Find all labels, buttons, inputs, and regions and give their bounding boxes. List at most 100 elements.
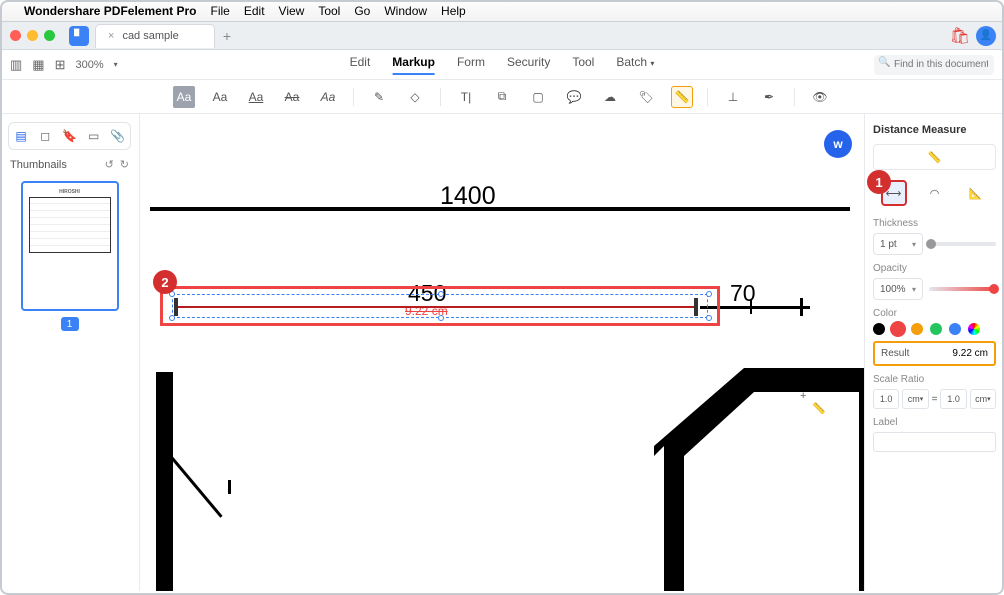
- strikethrough-icon[interactable]: Aa: [281, 86, 303, 108]
- rotate-left-icon[interactable]: ↺: [105, 158, 114, 171]
- app-name[interactable]: Wondershare PDFelement Pro: [24, 4, 197, 18]
- scale-to-value[interactable]: 1.0: [940, 389, 966, 409]
- door-jamb: [228, 480, 231, 494]
- menu-help[interactable]: Help: [441, 4, 466, 18]
- thickness-slider[interactable]: [929, 242, 996, 246]
- visibility-icon[interactable]: 👁: [809, 86, 831, 108]
- rotate-right-icon[interactable]: ↻: [120, 158, 129, 171]
- menu-file[interactable]: File: [211, 4, 230, 18]
- resize-handle[interactable]: [438, 291, 444, 297]
- dimension-line-1400: [150, 207, 850, 211]
- menu-go[interactable]: Go: [354, 4, 370, 18]
- zoom-window-icon[interactable]: [44, 30, 55, 41]
- resize-handle[interactable]: [169, 315, 175, 321]
- equals-sign: =: [932, 394, 938, 405]
- document-tab[interactable]: × cad sample: [95, 24, 215, 48]
- resize-handle[interactable]: [706, 291, 712, 297]
- tab-batch[interactable]: Batch ▾: [616, 55, 654, 75]
- textbox-icon[interactable]: T|: [455, 86, 477, 108]
- door-swing: [169, 455, 223, 518]
- note-box-icon[interactable]: ▢: [527, 86, 549, 108]
- measurement-line[interactable]: [178, 306, 698, 308]
- color-picker-icon[interactable]: [968, 323, 980, 335]
- comment-icon[interactable]: 💬: [563, 86, 585, 108]
- scale-from-unit[interactable]: cm ▾: [902, 389, 928, 409]
- new-tab-button[interactable]: +: [215, 28, 239, 44]
- tag-icon[interactable]: 🏷: [635, 86, 657, 108]
- color-swatch-red[interactable]: [892, 323, 904, 335]
- scale-label: Scale Ratio: [873, 374, 996, 385]
- cloud-icon[interactable]: ☁: [599, 86, 621, 108]
- search-input[interactable]: [874, 55, 994, 75]
- minimize-window-icon[interactable]: [27, 30, 38, 41]
- menu-tool[interactable]: Tool: [318, 4, 340, 18]
- opacity-label: Opacity: [873, 263, 996, 274]
- label-input[interactable]: [873, 432, 996, 452]
- document-canvas[interactable]: w 1400 450 9.22 cm 70 2 + 📏: [140, 114, 864, 591]
- underline-icon[interactable]: Aa: [245, 86, 267, 108]
- page-thumbnail[interactable]: HIROSHI 1: [21, 181, 119, 331]
- app-logo-icon[interactable]: ▘: [69, 26, 89, 46]
- text-aa-icon[interactable]: Aa: [209, 86, 231, 108]
- grid-view-icon[interactable]: ▦: [32, 57, 44, 73]
- area-mode-button[interactable]: 📐: [963, 180, 989, 206]
- tab-edit[interactable]: Edit: [350, 55, 371, 75]
- user-avatar-icon[interactable]: 👤: [976, 26, 996, 46]
- thickness-select[interactable]: 1 pt▾: [873, 233, 923, 255]
- zoom-chevron-icon[interactable]: ▾: [114, 60, 118, 69]
- stamp-icon[interactable]: ⊥: [722, 86, 744, 108]
- resize-handle[interactable]: [438, 315, 444, 321]
- perimeter-mode-button[interactable]: ◠: [922, 180, 948, 206]
- color-swatch-green[interactable]: [930, 323, 942, 335]
- callout-badge-1: 1: [867, 170, 891, 194]
- tab-tool[interactable]: Tool: [572, 55, 594, 75]
- color-swatch-blue[interactable]: [949, 323, 961, 335]
- menu-edit[interactable]: Edit: [244, 4, 265, 18]
- thumbnails-tab-icon[interactable]: ▤: [11, 129, 31, 143]
- wondershare-badge-icon[interactable]: w: [824, 130, 852, 158]
- sidebar-toggle-icon[interactable]: ▥: [10, 57, 22, 73]
- measure-tool-icon[interactable]: 📏: [671, 86, 693, 108]
- resize-handle[interactable]: [706, 315, 712, 321]
- layers-tab-icon[interactable]: ▭: [84, 129, 104, 143]
- color-swatch-orange[interactable]: [911, 323, 923, 335]
- main-area: ▤ ◻ 🔖 ▭ 📎 Thumbnails ↺ ↻ HIROSHI 1 w 140…: [0, 114, 1004, 591]
- scale-from-value[interactable]: 1.0: [873, 389, 899, 409]
- callout-icon[interactable]: ⧉: [491, 86, 513, 108]
- thickness-label: Thickness: [873, 218, 996, 229]
- window-tabbar: ▘ × cad sample + 🛍 👤: [0, 22, 1004, 50]
- measure-handle-right[interactable]: [694, 298, 698, 316]
- tab-markup[interactable]: Markup: [392, 55, 435, 75]
- result-value: 9.22 cm: [952, 348, 988, 359]
- store-icon[interactable]: 🛍: [950, 26, 970, 46]
- color-swatch-black[interactable]: [873, 323, 885, 335]
- highlighter-icon[interactable]: ✎: [368, 86, 390, 108]
- attachments-tab-icon[interactable]: 📎: [108, 129, 128, 143]
- panel-title: Distance Measure: [873, 124, 996, 136]
- opacity-select[interactable]: 100%▾: [873, 278, 923, 300]
- measure-handle-left[interactable]: [174, 298, 178, 316]
- eraser-icon[interactable]: ◇: [404, 86, 426, 108]
- close-window-icon[interactable]: [10, 30, 21, 41]
- outline-tab-icon[interactable]: 🔖: [59, 129, 79, 143]
- zoom-level[interactable]: 300%: [76, 59, 104, 71]
- tab-form[interactable]: Form: [457, 55, 485, 75]
- menu-window[interactable]: Window: [384, 4, 427, 18]
- highlight-text-icon[interactable]: Aa: [173, 86, 195, 108]
- tab-security[interactable]: Security: [507, 55, 550, 75]
- text-style-icon[interactable]: Aa: [317, 86, 339, 108]
- measure-mode-single[interactable]: 📏: [873, 144, 996, 170]
- layout-icon[interactable]: ⊞: [55, 57, 66, 73]
- thumbnails-title: Thumbnails: [10, 159, 67, 171]
- traffic-lights[interactable]: [0, 30, 65, 41]
- result-box: Result 9.22 cm: [873, 341, 996, 366]
- close-tab-icon[interactable]: ×: [108, 30, 114, 42]
- menu-view[interactable]: View: [279, 4, 305, 18]
- dimension-value-1400: 1400: [440, 182, 496, 211]
- scale-to-unit[interactable]: cm ▾: [970, 389, 996, 409]
- opacity-slider[interactable]: [929, 287, 996, 291]
- signature-icon[interactable]: ✒: [758, 86, 780, 108]
- markup-tools: Aa Aa Aa Aa Aa ✎ ◇ T| ⧉ ▢ 💬 ☁ 🏷 📏 ⊥ ✒ 👁: [0, 80, 1004, 114]
- bookmarks-tab-icon[interactable]: ◻: [35, 129, 55, 143]
- tab-title: cad sample: [122, 30, 178, 42]
